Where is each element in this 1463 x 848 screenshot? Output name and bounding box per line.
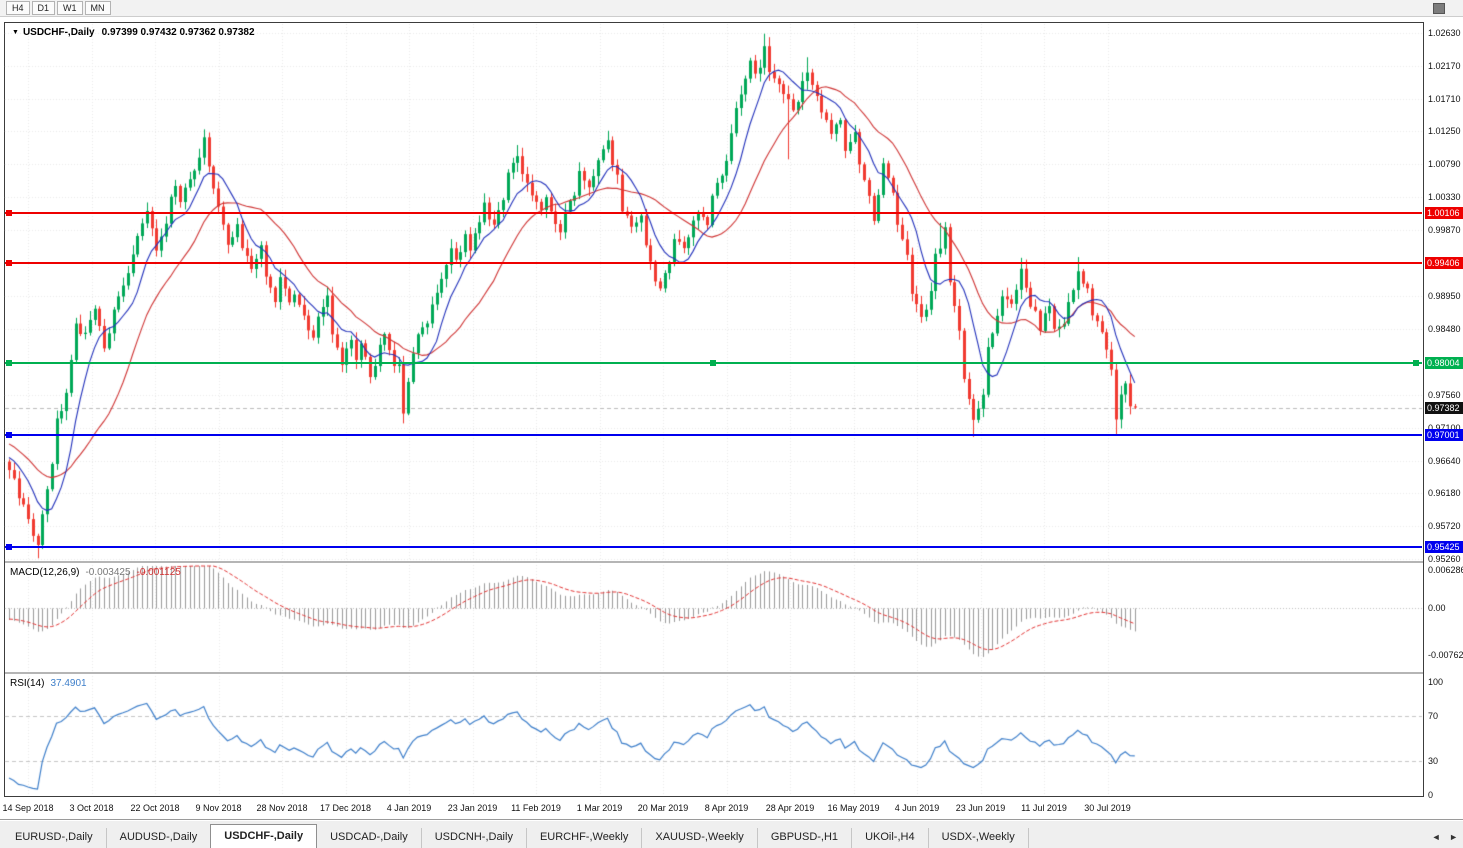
tab-gbpusd-h1[interactable]: GBPUSD-,H1 <box>758 828 853 848</box>
chart-symbol-label: USDCHF-,Daily <box>22 27 95 38</box>
tab-xauusd-weekly[interactable]: XAUUSD-,Weekly <box>642 828 758 848</box>
hline-handle-left-0.98004[interactable] <box>6 360 12 366</box>
macd-axis-label: -0.00762 <box>1428 649 1463 660</box>
chart-ohlc-values: 0.97399 0.97432 0.97362 0.97382 <box>101 27 255 38</box>
price-tick: 0.96180 <box>1428 488 1461 499</box>
tab-bar-divider <box>0 819 1463 821</box>
price-axis[interactable]: 1.02630 1.02170 1.01710 1.01250 1.00790 1.003… <box>1425 22 1463 800</box>
price-badge-0.95425: 0.95425 <box>1425 541 1463 553</box>
rsi-indicator-label: RSI(14) 37.4901 <box>10 678 87 689</box>
date-label-23-jan-2019: 23 Jan 2019 <box>447 803 498 813</box>
date-label-28-nov-2018: 28 Nov 2018 <box>256 803 308 813</box>
price-tick: 0.96640 <box>1428 455 1461 466</box>
price-tick: 0.95720 <box>1428 521 1461 532</box>
macd-axis-label: 0.00 <box>1428 603 1446 614</box>
price-badge-0.98004: 0.98004 <box>1425 357 1463 369</box>
macd-name: MACD(12,26,9) <box>10 567 80 578</box>
symbol-dropdown-icon[interactable]: ▼ <box>12 29 19 36</box>
date-label-4-jun-2019: 4 Jun 2019 <box>894 803 940 813</box>
hline-0.97001[interactable] <box>5 434 1422 436</box>
chart-title: ▼ USDCHF-,Daily 0.97399 0.97432 0.97362 0.… <box>12 27 255 38</box>
price-tick: 0.95260 <box>1428 553 1461 564</box>
tab-scroll-right-icon[interactable]: ► <box>1449 832 1458 842</box>
rsi-axis-label: 100 <box>1428 677 1444 687</box>
timeframe-toolbar: H4 D1 W1 MN <box>0 0 1463 17</box>
price-tick: 1.00790 <box>1428 159 1461 170</box>
date-label-16-may-2019: 16 May 2019 <box>827 803 880 813</box>
date-label-17-dec-2018: 17 Dec 2018 <box>319 803 372 813</box>
price-badge-0.99406: 0.99406 <box>1425 257 1463 269</box>
price-tick: 0.98480 <box>1428 324 1461 335</box>
price-tick: 0.97560 <box>1428 389 1461 400</box>
bid-price-badge: 0.97382 <box>1425 402 1463 414</box>
hline-handle-right-0.98004[interactable] <box>1413 360 1419 366</box>
rsi-name: RSI(14) <box>10 678 45 689</box>
tab-audusd-daily[interactable]: AUDUSD-,Daily <box>107 828 212 848</box>
toolbar-misc-icon[interactable] <box>1433 3 1445 14</box>
panel-separator-rsi[interactable] <box>5 672 1423 674</box>
rsi-axis-label: 30 <box>1428 756 1439 767</box>
hline-0.95425[interactable] <box>5 546 1422 548</box>
price-tick: 1.02170 <box>1428 60 1461 71</box>
price-tick: 1.00330 <box>1428 192 1461 203</box>
price-tick: 1.01250 <box>1428 126 1461 137</box>
timeframe-button-h4[interactable]: H4 <box>6 1 30 15</box>
date-label-9-nov-2018: 9 Nov 2018 <box>195 803 242 813</box>
tab-eurusd-daily[interactable]: EURUSD-,Daily <box>2 828 107 848</box>
chart-tab-bar: EURUSD-,Daily AUDUSD-,Daily USDCHF-,Daily U… <box>0 821 1463 848</box>
date-label-3-oct-2018: 3 Oct 2018 <box>69 803 114 813</box>
timeframe-buttons: H4 D1 W1 MN <box>6 1 113 15</box>
timeframe-button-d1[interactable]: D1 <box>31 1 56 15</box>
panel-separator-macd[interactable] <box>5 561 1423 563</box>
tab-usdcad-daily[interactable]: USDCAD-,Daily <box>317 828 422 848</box>
date-label-28-apr-2019: 28 Apr 2019 <box>765 803 815 813</box>
timeframe-button-w1[interactable]: W1 <box>57 1 83 15</box>
hline-1.00106[interactable] <box>5 212 1422 214</box>
date-label-4-jan-2019: 4 Jan 2019 <box>386 803 432 813</box>
date-label-1-mar-2019: 1 Mar 2019 <box>576 803 623 813</box>
price-badge-0.97001: 0.97001 <box>1425 429 1463 441</box>
date-label-30-jul-2019: 30 Jul 2019 <box>1084 803 1131 813</box>
price-tick: 1.01710 <box>1428 93 1461 104</box>
tab-usdcnh-daily[interactable]: USDCNH-,Daily <box>422 828 527 848</box>
macd-axis-label: 0.006286 <box>1428 565 1463 575</box>
hline-0.99406[interactable] <box>5 262 1422 264</box>
macd-indicator-label: MACD(12,26,9) -0.003425 -0.001125 <box>10 567 181 578</box>
price-badge-1.00106: 1.00106 <box>1425 207 1463 219</box>
hline-handle-center-0.98004[interactable] <box>710 360 716 366</box>
tab-usdx-weekly[interactable]: USDX-,Weekly <box>929 828 1029 848</box>
tab-scroll-left-icon[interactable]: ◄ <box>1431 832 1441 842</box>
chart-tabs: EURUSD-,Daily AUDUSD-,Daily USDCHF-,Daily U… <box>2 824 1029 848</box>
price-tick: 1.02630 <box>1428 28 1461 38</box>
hline-handle-left-0.99406[interactable] <box>6 260 12 266</box>
timeframe-button-mn[interactable]: MN <box>84 1 111 15</box>
tab-scroll-arrows: ◄ ► <box>1426 832 1458 842</box>
hline-handle-left-1.00106[interactable] <box>6 210 12 216</box>
macd-value-main: -0.003425 <box>85 567 131 578</box>
date-label-11-feb-2019: 11 Feb 2019 <box>511 803 561 813</box>
rsi-value: 37.4901 <box>50 678 87 689</box>
date-label-20-mar-2019: 20 Mar 2019 <box>637 803 689 813</box>
time-axis[interactable]: 14 Sep 2018 3 Oct 2018 22 Oct 2018 9 Nov 20… <box>0 797 1424 819</box>
rsi-axis-label: 0 <box>1428 790 1434 800</box>
macd-value-signal: -0.001125 <box>136 567 181 578</box>
date-label-14-sep-2018: 14 Sep 2018 <box>2 803 54 813</box>
price-tick: 0.97100 <box>1428 422 1461 433</box>
date-label-23-jun-2019: 23 Jun 2019 <box>955 803 1006 813</box>
date-label-22-oct-2018: 22 Oct 2018 <box>130 803 180 813</box>
tab-ukoil-h4[interactable]: UKOil-,H4 <box>852 828 929 848</box>
tab-usdchf-daily[interactable]: USDCHF-,Daily <box>210 824 318 848</box>
price-tick: 0.99870 <box>1428 224 1461 235</box>
hline-handle-left-0.95425[interactable] <box>6 544 12 550</box>
tab-eurchf-weekly[interactable]: EURCHF-,Weekly <box>527 828 643 848</box>
rsi-axis-label: 70 <box>1428 710 1439 721</box>
hline-handle-left-0.97001[interactable] <box>6 432 12 438</box>
date-label-11-jul-2019: 11 Jul 2019 <box>1021 803 1067 813</box>
price-tick: 0.98950 <box>1428 290 1461 301</box>
date-label-8-apr-2019: 8 Apr 2019 <box>704 803 749 813</box>
